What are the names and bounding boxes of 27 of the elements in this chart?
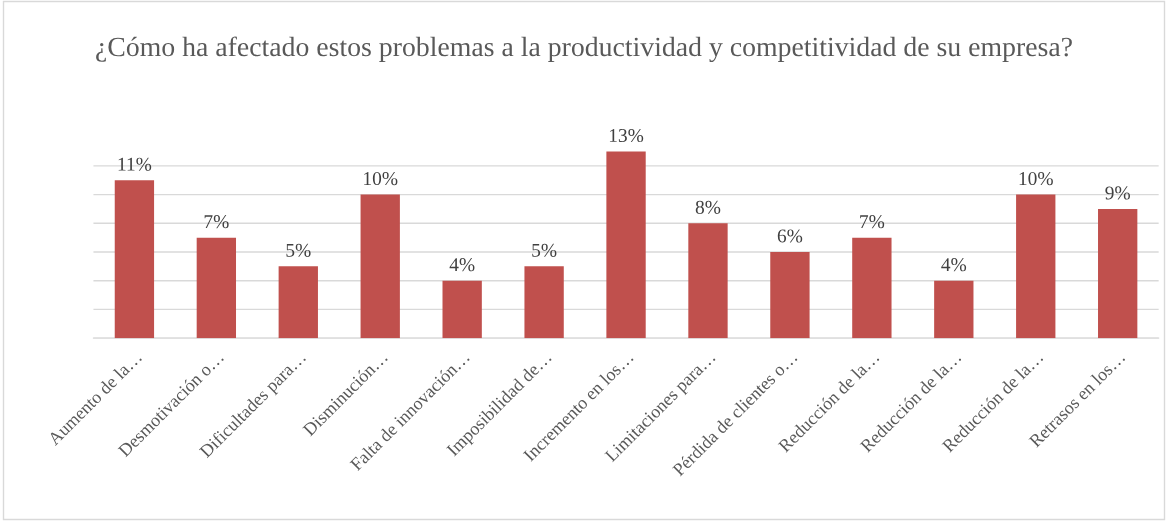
data-label: 7% [860,215,885,229]
data-label: 5% [286,243,311,257]
bar [770,252,810,339]
bar [360,194,400,339]
bar [524,266,564,339]
data-label: 9% [1105,186,1130,200]
data-label: 4% [449,258,475,272]
bar [852,237,892,339]
data-label: 11% [118,157,152,171]
bar [606,151,646,339]
chart-title: ¿Cómo ha afectado estos problemas a la productividad y competitividad de su empresa? [96,36,1072,63]
bar [688,223,728,339]
bar [934,280,974,339]
bar [442,280,482,339]
bar [1098,208,1138,339]
data-label: 10% [1019,171,1053,186]
data-label: 5% [532,243,557,257]
data-label: 13% [609,128,644,143]
bar [196,237,237,339]
bar [1016,194,1056,339]
data-label: 8% [695,200,721,214]
data-label: 7% [204,215,229,229]
data-label: 4% [941,258,967,272]
bar [114,180,155,339]
data-label: 10% [364,171,398,186]
data-label: 6% [777,229,803,243]
bar [278,266,318,339]
